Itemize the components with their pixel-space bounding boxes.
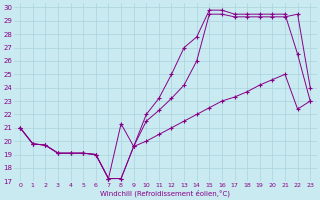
X-axis label: Windchill (Refroidissement éolien,°C): Windchill (Refroidissement éolien,°C) [100,189,230,197]
